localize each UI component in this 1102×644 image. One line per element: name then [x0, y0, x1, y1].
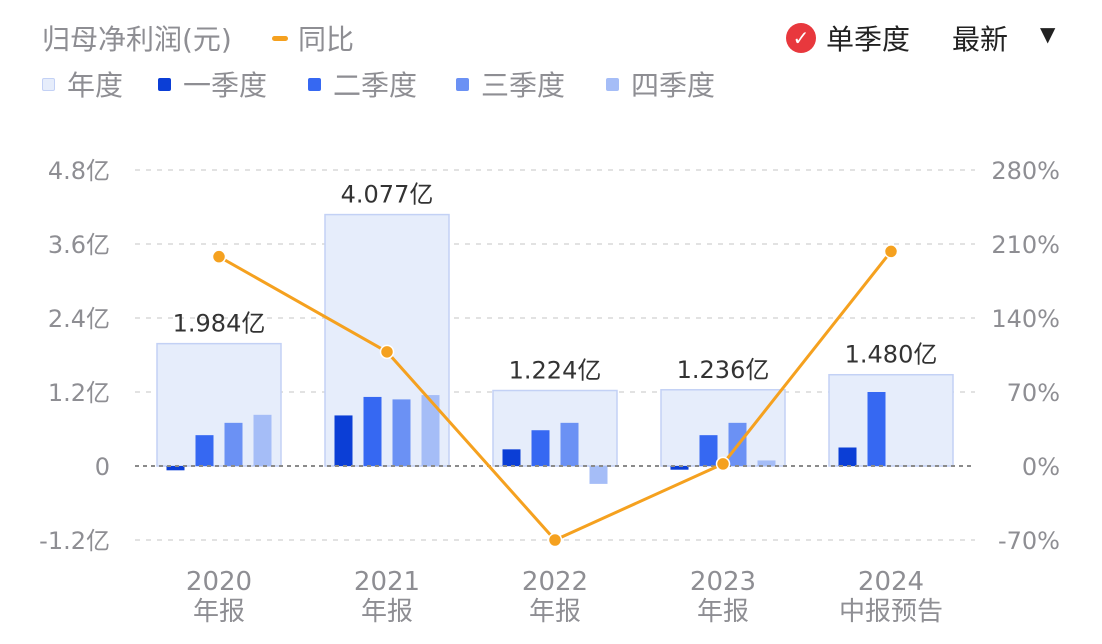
legend-item-q2[interactable]: 二季度 [308, 64, 417, 104]
quarter-bar-1 [838, 447, 857, 466]
x-tick-label-year: 2023 [690, 567, 756, 597]
legend-swatch [606, 77, 619, 91]
y-right-tick-label: -70% [998, 527, 1060, 555]
yoy-point [211, 249, 227, 264]
legend-label: 四季度 [631, 69, 716, 102]
legend-swatch [158, 77, 171, 91]
chevron-down-icon[interactable]: ▼ [1040, 22, 1056, 46]
x-tick-label-year: 2020 [186, 567, 252, 597]
yoy-point [379, 344, 395, 360]
annual-data-label: 1.236亿 [677, 356, 770, 384]
x-tick-label-type: 年报 [697, 597, 749, 627]
yoy-legend[interactable]: 同比 [272, 18, 354, 58]
quarter-bar-2 [699, 435, 718, 466]
y-left-tick-label: -1.2亿 [39, 527, 110, 555]
annual-bar [660, 389, 786, 467]
single-quarter-label: 单季度 [826, 23, 911, 56]
quarter-bar-4 [589, 466, 608, 484]
check-icon: ✓ [786, 23, 816, 53]
legend-label: 三季度 [481, 69, 566, 102]
chart-header: 归母净利润(元) 同比 ✓ 单季度 最新 ▼ [0, 0, 1102, 110]
x-tick-label-year: 2022 [522, 567, 588, 597]
quarter-bar-1 [502, 449, 521, 466]
period-dropdown[interactable]: 最新 [952, 23, 1009, 56]
yoy-point [547, 532, 563, 548]
legend-swatch [456, 77, 469, 91]
y-left-tick-label: 0 [95, 453, 110, 481]
quarter-bar-3 [560, 422, 579, 466]
yoy-label: 同比 [298, 23, 355, 56]
y-right-tick-label: 0% [1022, 453, 1060, 481]
quarter-bar-4 [757, 460, 776, 466]
y-right-tick-label: 70% [1007, 379, 1060, 407]
quarter-bar-4 [421, 395, 440, 466]
quarter-bar-2 [195, 435, 214, 466]
quarter-bar-2 [867, 392, 886, 466]
quarter-bar-1 [334, 415, 353, 466]
x-tick-label-type: 年报 [193, 597, 245, 627]
legend-label: 二季度 [333, 69, 418, 102]
annual-data-label: 1.984亿 [173, 310, 266, 338]
x-tick-label-year: 2021 [354, 567, 420, 597]
y-left-tick-label: 3.6亿 [48, 231, 110, 259]
legend-label: 年度 [67, 69, 124, 102]
quarter-bar-3 [392, 399, 411, 466]
quarter-bar-1 [670, 466, 689, 470]
legend-item-q4[interactable]: 四季度 [606, 64, 715, 104]
yoy-point [883, 244, 899, 259]
quarter-bar-3 [224, 422, 243, 466]
yoy-line-swatch [272, 35, 288, 41]
legend-item-q1[interactable]: 一季度 [158, 64, 267, 104]
y-left-tick-label: 4.8亿 [48, 157, 110, 185]
y-left-tick-label: 2.4亿 [48, 305, 110, 333]
y-right-tick-label: 140% [991, 305, 1060, 333]
x-tick-label-type: 年报 [529, 597, 581, 627]
y-right-tick-label: 280% [991, 157, 1060, 185]
y-right-tick-label: 210% [991, 231, 1060, 259]
annual-data-label: 1.224亿 [509, 357, 602, 385]
legend-swatch [308, 77, 321, 91]
legend-item-q3[interactable]: 三季度 [456, 64, 565, 104]
yoy-point [715, 456, 731, 472]
x-tick-label-year: 2024 [858, 567, 924, 597]
single-quarter-toggle[interactable]: ✓ 单季度 [786, 18, 910, 58]
quarter-bar-1 [166, 466, 185, 471]
quarter-bar-4 [253, 414, 272, 466]
legend-item-annual[interactable]: 年度 [42, 64, 123, 104]
x-tick-label-type: 中报预告 [839, 597, 943, 627]
y-left-tick-label: 1.2亿 [48, 379, 110, 407]
quarter-bar-2 [531, 430, 550, 466]
x-tick-label-type: 年报 [361, 597, 413, 627]
annual-data-label: 4.077亿 [341, 181, 434, 209]
chart-title: 归母净利润(元) [42, 23, 232, 56]
annual-data-label: 1.480亿 [845, 341, 938, 369]
quarter-bar-2 [363, 396, 382, 466]
legend-swatch [42, 77, 55, 91]
legend-label: 一季度 [183, 69, 268, 102]
